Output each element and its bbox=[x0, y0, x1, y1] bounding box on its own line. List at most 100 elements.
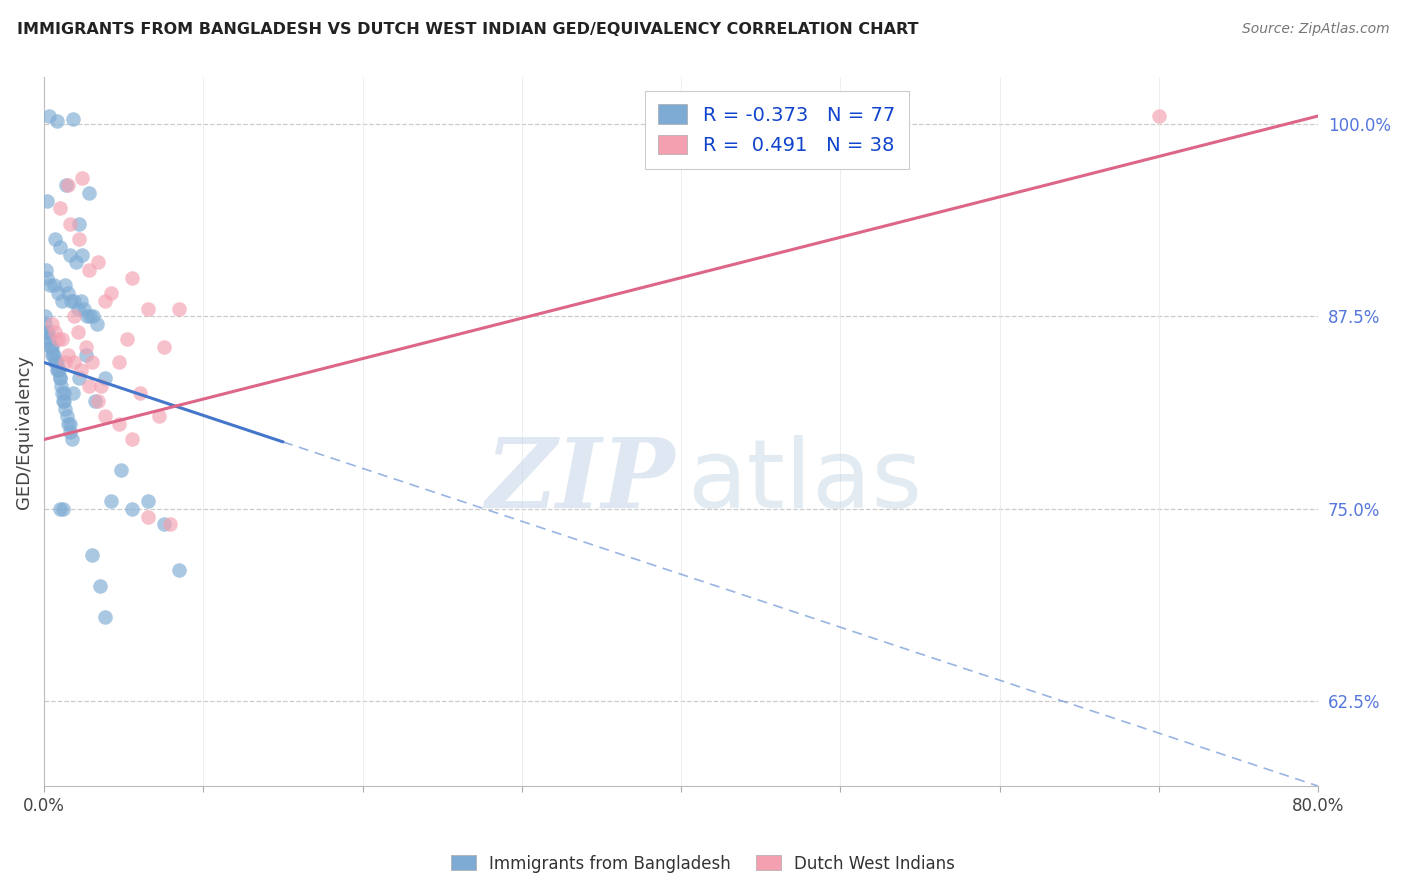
Point bbox=[66, 325, 89, 339]
Point bbox=[152, 340, 174, 354]
Point bbox=[75, 340, 97, 354]
Point bbox=[86, 317, 108, 331]
Point bbox=[60, 293, 83, 308]
Point bbox=[90, 378, 112, 392]
Point bbox=[93, 409, 115, 424]
Point bbox=[67, 371, 90, 385]
Point bbox=[121, 501, 143, 516]
Y-axis label: GED/Equivalency: GED/Equivalency bbox=[15, 355, 32, 508]
Point bbox=[115, 332, 138, 346]
Point bbox=[49, 202, 72, 216]
Point bbox=[87, 255, 110, 269]
Point bbox=[51, 293, 73, 308]
Point bbox=[72, 170, 94, 185]
Point bbox=[77, 186, 100, 200]
Point bbox=[48, 286, 70, 301]
Point bbox=[49, 240, 72, 254]
Point bbox=[77, 263, 100, 277]
Point bbox=[39, 340, 62, 354]
Point bbox=[42, 348, 65, 362]
Point bbox=[58, 247, 80, 261]
Point bbox=[58, 417, 80, 431]
Point bbox=[41, 348, 63, 362]
Point bbox=[75, 348, 97, 362]
Point bbox=[35, 263, 58, 277]
Point bbox=[58, 217, 80, 231]
Point bbox=[34, 317, 56, 331]
Point bbox=[73, 301, 96, 316]
Point bbox=[39, 340, 62, 354]
Point bbox=[159, 517, 181, 532]
Point bbox=[121, 270, 143, 285]
Point bbox=[100, 286, 122, 301]
Point bbox=[60, 433, 83, 447]
Point bbox=[41, 340, 63, 354]
Point bbox=[44, 325, 66, 339]
Point bbox=[93, 371, 115, 385]
Point bbox=[93, 293, 115, 308]
Point bbox=[66, 301, 89, 316]
Point bbox=[169, 564, 191, 578]
Point bbox=[87, 394, 110, 409]
Point bbox=[42, 278, 65, 293]
Point bbox=[52, 501, 75, 516]
Point bbox=[56, 348, 79, 362]
Point bbox=[62, 112, 84, 126]
Point bbox=[58, 417, 80, 431]
Point bbox=[55, 178, 77, 193]
Point bbox=[121, 433, 143, 447]
Legend: Immigrants from Bangladesh, Dutch West Indians: Immigrants from Bangladesh, Dutch West I… bbox=[444, 848, 962, 880]
Point bbox=[51, 332, 73, 346]
Point bbox=[41, 317, 63, 331]
Point bbox=[169, 301, 191, 316]
Point bbox=[35, 325, 58, 339]
Point bbox=[63, 355, 86, 369]
Point bbox=[56, 286, 79, 301]
Point bbox=[35, 325, 58, 339]
Text: IMMIGRANTS FROM BANGLADESH VS DUTCH WEST INDIAN GED/EQUIVALENCY CORRELATION CHAR: IMMIGRANTS FROM BANGLADESH VS DUTCH WEST… bbox=[17, 22, 918, 37]
Point bbox=[51, 386, 73, 401]
Point bbox=[63, 310, 86, 324]
Point bbox=[44, 355, 66, 369]
Point bbox=[77, 378, 100, 392]
Point bbox=[52, 394, 75, 409]
Point bbox=[72, 247, 94, 261]
Text: ZIP: ZIP bbox=[485, 434, 675, 528]
Legend: R = -0.373   N = 77, R =  0.491   N = 38: R = -0.373 N = 77, R = 0.491 N = 38 bbox=[645, 91, 908, 169]
Point bbox=[49, 501, 72, 516]
Point bbox=[108, 355, 131, 369]
Point bbox=[45, 355, 67, 369]
Point bbox=[53, 394, 76, 409]
Point bbox=[48, 332, 70, 346]
Point bbox=[67, 217, 90, 231]
Point bbox=[89, 579, 111, 593]
Point bbox=[63, 293, 86, 308]
Point bbox=[108, 417, 131, 431]
Point bbox=[38, 109, 60, 123]
Point bbox=[52, 386, 75, 401]
Point bbox=[110, 463, 132, 477]
Point bbox=[69, 293, 91, 308]
Point bbox=[80, 355, 103, 369]
Point bbox=[152, 517, 174, 532]
Point bbox=[37, 325, 59, 339]
Point bbox=[62, 386, 84, 401]
Point bbox=[37, 194, 59, 208]
Text: atlas: atlas bbox=[688, 435, 922, 528]
Point bbox=[69, 363, 91, 377]
Point bbox=[53, 355, 76, 369]
Text: Source: ZipAtlas.com: Source: ZipAtlas.com bbox=[1241, 22, 1389, 37]
Point bbox=[34, 310, 56, 324]
Point bbox=[49, 371, 72, 385]
Point bbox=[136, 301, 159, 316]
Point bbox=[59, 425, 82, 439]
Point bbox=[65, 255, 87, 269]
Point bbox=[93, 609, 115, 624]
Point bbox=[42, 348, 65, 362]
Point bbox=[38, 332, 60, 346]
Point bbox=[44, 232, 66, 246]
Point bbox=[84, 394, 107, 409]
Point bbox=[80, 548, 103, 562]
Point bbox=[148, 409, 170, 424]
Point bbox=[53, 278, 76, 293]
